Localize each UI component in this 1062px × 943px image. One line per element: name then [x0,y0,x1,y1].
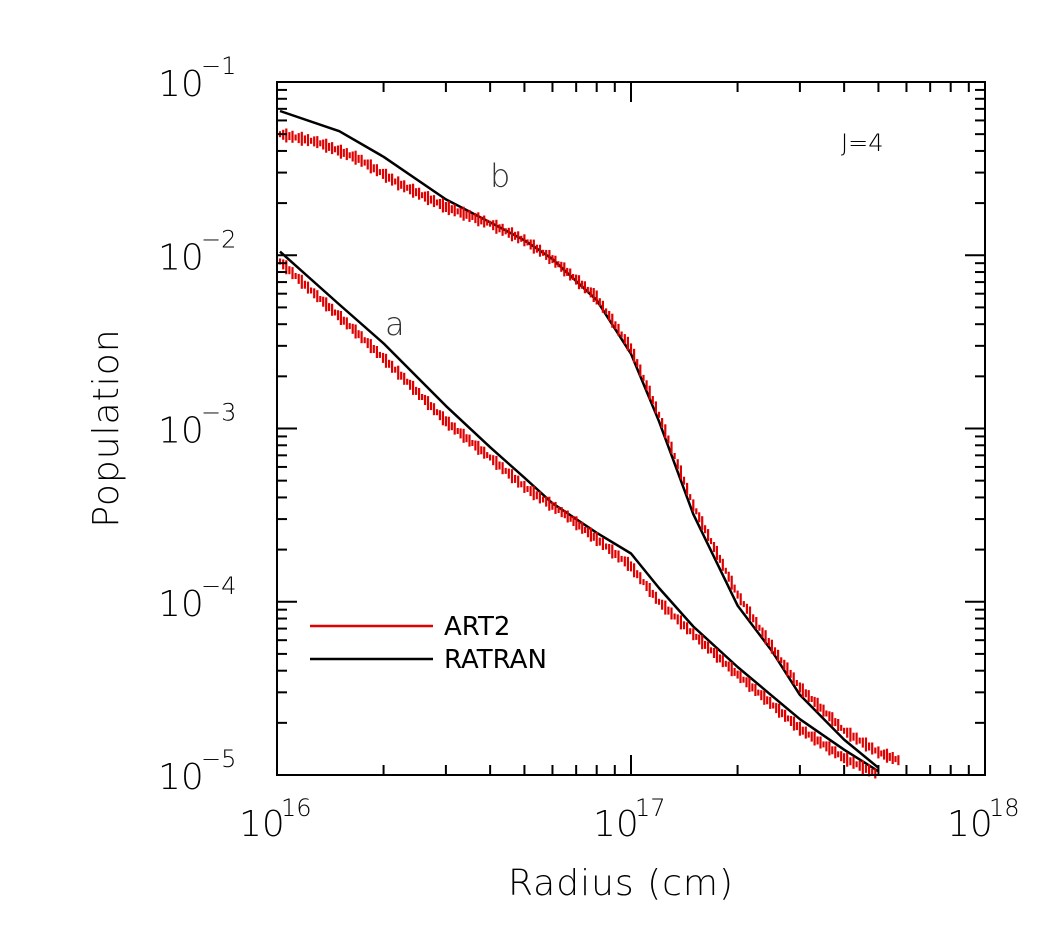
x-axis-title: Radius (cm) [508,863,734,904]
annotation-j4: J=4 [841,129,883,157]
y-tick-exponent: −1 [201,52,236,80]
series-ratran-a [279,250,880,773]
plot-frame [276,81,986,776]
legend-label-art2: ART2 [444,612,510,642]
series-ratran-b [279,109,880,769]
y-tick-label: 10 [158,584,204,625]
annotation-a: a [385,305,405,343]
y-tick-exponent: −5 [201,745,236,773]
x-tick-exponent: 17 [635,794,666,822]
series-art2-a [278,258,877,779]
x-tick-label: 10 [947,804,993,845]
ticks [276,81,986,776]
y-tick-exponent: −2 [201,225,236,253]
y-tick-exponent: −3 [201,399,236,427]
x-tick-label: 10 [593,804,639,845]
y-axis-title: Population [86,328,127,527]
y-tick-exponent: −4 [201,572,236,600]
x-tick-label: 10 [239,804,285,845]
y-tick-label: 10 [158,411,204,452]
y-tick-label: 10 [158,757,204,798]
legend: ART2 RATRAN [310,612,547,675]
annotation-b: b [490,157,510,195]
x-tick-exponent: 18 [989,794,1020,822]
legend-label-ratran: RATRAN [444,645,547,675]
series-art2-b [278,128,900,766]
x-tick-exponent: 16 [281,794,312,822]
y-tick-label: 10 [158,64,204,105]
y-tick-label: 10 [158,237,204,278]
plot-marks [278,109,900,779]
